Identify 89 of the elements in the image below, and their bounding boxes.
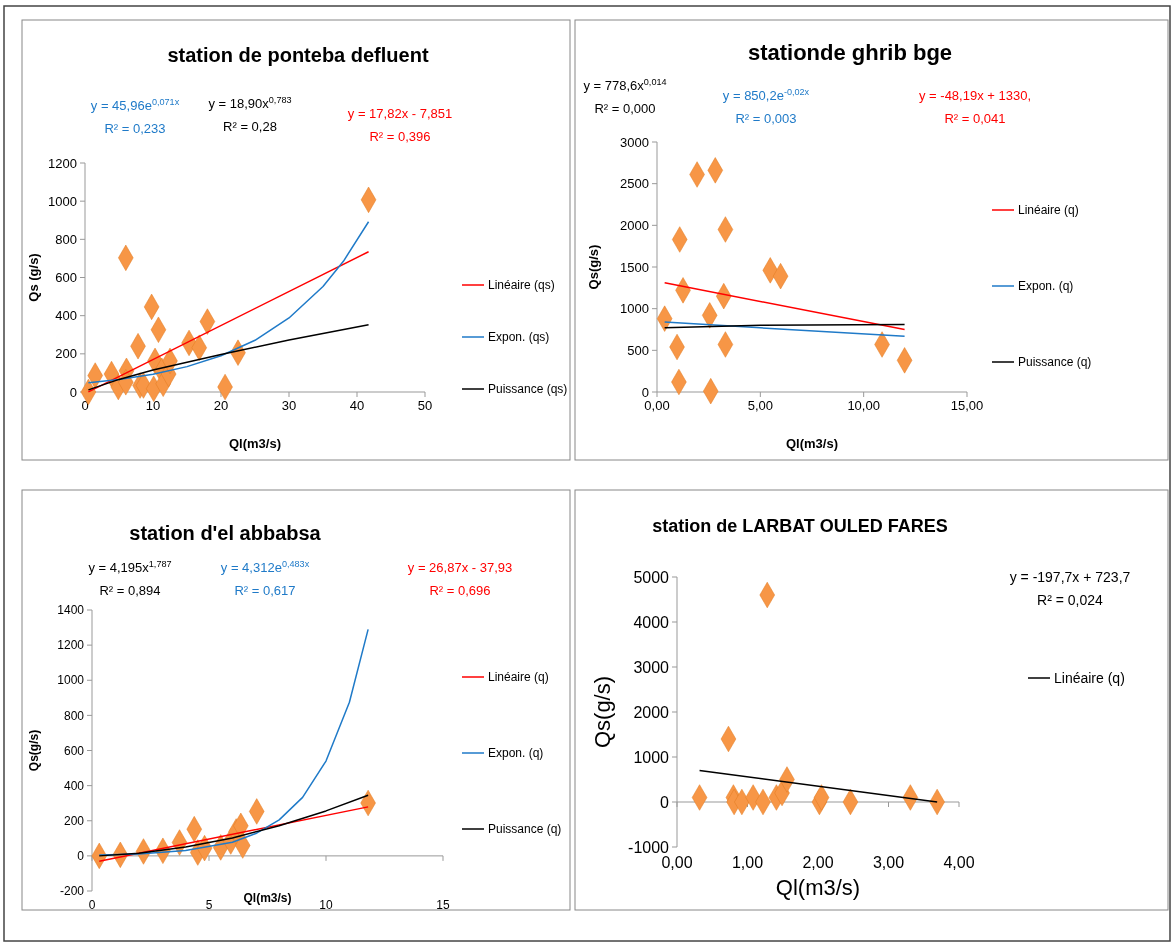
text: R² = 0,041 (944, 111, 1006, 126)
y-tick-label: 5000 (633, 568, 670, 586)
y-tick-label: 4000 (633, 613, 670, 631)
chart-title: station de LARBAT OULED FARES (652, 516, 948, 536)
text: R² = 0,233 (104, 121, 166, 136)
text: R² = 0,000 (594, 101, 656, 116)
y-tick-label: 1200 (48, 155, 77, 171)
x-tick-label: 40 (349, 398, 365, 414)
text: R² = 0,28 (223, 119, 277, 134)
y-tick-label: 600 (55, 270, 77, 286)
text: y = 850,2e$^{-0,02x}$ (722, 87, 810, 103)
y-tick-label: 2500 (620, 176, 649, 192)
y-axis-title: Qs(g/s) (586, 244, 601, 290)
chart-title: station de ponteba defluent (167, 44, 429, 66)
x-tick-label: 15 (436, 897, 450, 912)
x-tick-label: 1,00 (731, 853, 764, 871)
text: y = -48,19x + 1330, (918, 88, 1032, 103)
x-tick-label: 50 (417, 398, 433, 414)
y-tick-label: 1000 (57, 673, 85, 688)
x-tick-label: 0 (88, 897, 96, 912)
y-tick-label: 1000 (48, 193, 77, 209)
y-tick-label: 3000 (633, 658, 670, 676)
x-tick-label: 2,00 (802, 853, 834, 871)
x-tick-label: 10 (319, 897, 333, 912)
x-tick-label: 15,00 (950, 398, 984, 414)
text: R² = 0,396 (369, 129, 431, 144)
x-tick-label: 30 (281, 398, 297, 414)
x-tick-label: 10 (145, 398, 161, 414)
text: R² = 0,003 (735, 111, 797, 126)
x-tick-label: 0,00 (644, 398, 670, 414)
legend-label: Puissance (qs) (488, 382, 568, 397)
text: R² = 0,894 (99, 583, 161, 598)
legend-label: Expon. (q) (488, 746, 544, 761)
legend-label: Expon. (qs) (488, 330, 550, 345)
y-tick-label: 400 (63, 778, 85, 793)
x-tick-label: 5 (205, 897, 213, 912)
y-tick-label: 1500 (620, 259, 649, 275)
y-tick-label: 2000 (620, 217, 649, 233)
x-axis-title: Ql(m3/s) (785, 436, 839, 451)
x-tick-label: 20 (213, 398, 229, 414)
y-tick-label: 800 (55, 231, 77, 247)
text: y = 778,6x$^{0,014}$ (583, 77, 667, 93)
chart-title: station d'el abbabsa (129, 522, 322, 544)
y-tick-label: -200 (59, 884, 85, 899)
text: y = 26,87x - 37,93 (407, 560, 513, 575)
text: y = 4,312e$^{0,483x}$ (220, 559, 310, 575)
y-tick-label: 800 (63, 708, 85, 723)
x-axis-title: Ql(m3/s) (775, 875, 861, 900)
x-axis-title: Ql(m3/s) (243, 891, 292, 905)
x-axis-title: Ql(m3/s) (228, 436, 282, 451)
y-tick-label: 1000 (633, 748, 670, 766)
y-tick-label: 1200 (57, 638, 85, 653)
y-tick-label: -1000 (628, 838, 670, 856)
text: y = 4,195x$^{1,787}$ (88, 559, 172, 575)
y-tick-label: 1400 (57, 603, 85, 618)
legend-label: Expon. (q) (1018, 279, 1074, 294)
x-tick-label: 3,00 (872, 853, 905, 871)
y-axis-title: Qs (g/s) (26, 253, 41, 302)
y-tick-label: 0 (69, 384, 77, 400)
legend-label: Linéaire (q) (488, 670, 549, 685)
y-tick-label: 200 (55, 346, 77, 362)
legend-label: Puissance (q) (488, 822, 562, 837)
y-tick-label: 0 (641, 384, 649, 400)
y-tick-label: 200 (63, 813, 85, 828)
chart-title: stationde ghrib bge (747, 40, 953, 65)
text: y = 17,82x - 7,851 (347, 106, 453, 121)
y-tick-label: 400 (55, 308, 77, 324)
legend-label: Puissance (q) (1018, 355, 1092, 370)
y-tick-label: 600 (63, 743, 85, 758)
x-tick-label: 10,00 (847, 398, 880, 414)
x-tick-label: 0,00 (661, 853, 693, 871)
y-tick-label: 2000 (633, 703, 670, 721)
x-tick-label: 5,00 (747, 398, 773, 414)
text: y = 45,96e$^{0,071x}$ (90, 97, 180, 113)
y-tick-label: 3000 (620, 134, 649, 150)
legend-label: Linéaire (q) (1018, 203, 1079, 218)
legend-label: Linéaire (qs) (488, 278, 555, 293)
y-axis-title: Qs(g/s) (590, 675, 615, 749)
legend-label: Linéaire (q) (1054, 669, 1125, 686)
text: R² = 0,696 (429, 583, 491, 598)
text: y = 18,90x$^{0,783}$ (208, 95, 292, 111)
text: R² = 0,617 (234, 583, 296, 598)
text: R² = 0,024 (1037, 592, 1104, 608)
y-tick-label: 500 (627, 342, 649, 358)
y-tick-label: 1000 (620, 301, 649, 317)
y-tick-label: 0 (660, 793, 670, 811)
x-tick-label: 4,00 (943, 853, 975, 871)
text: y = -197,7x + 723,7 (1009, 569, 1131, 585)
y-axis-title: Qs(g/s) (27, 729, 41, 772)
